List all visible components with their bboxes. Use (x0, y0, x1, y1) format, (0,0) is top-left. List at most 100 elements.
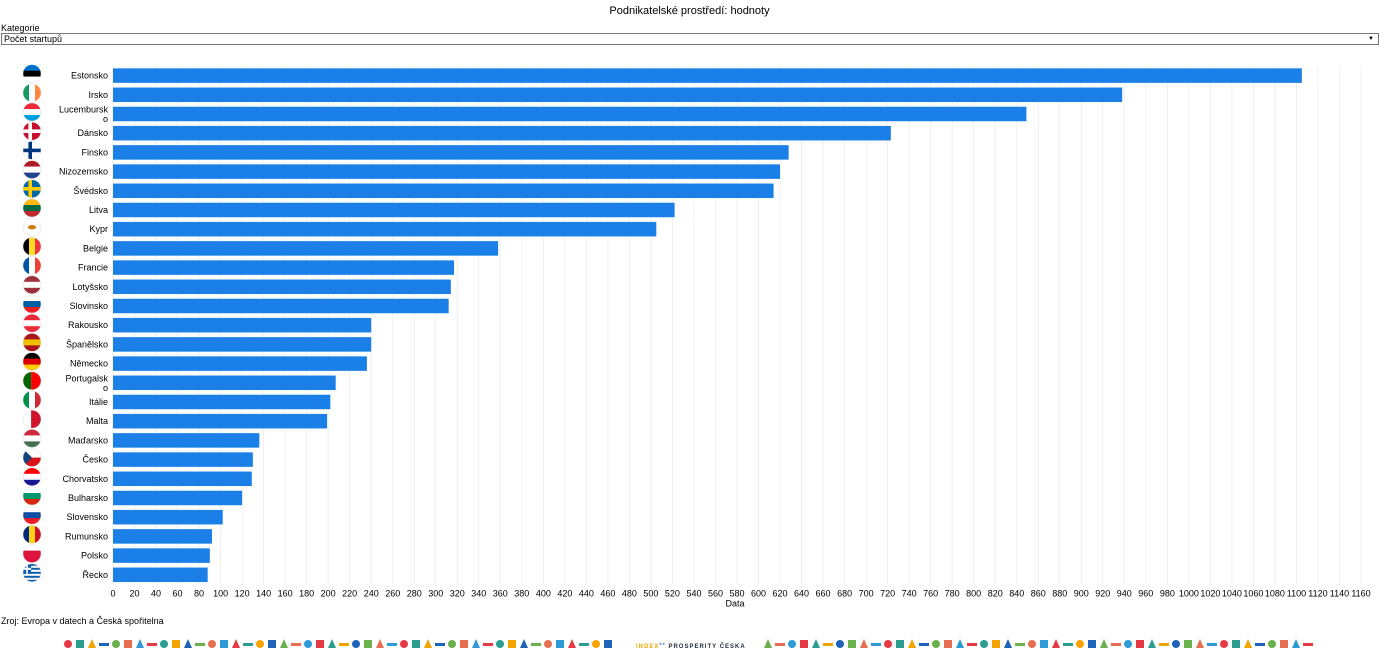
flag-ie-icon (23, 83, 41, 102)
x-tick-label: 920 (1095, 588, 1110, 598)
category-label: Lucembursk o (59, 105, 109, 125)
footer-ornament-icon (800, 640, 808, 648)
footer-ornament-icon (1244, 639, 1252, 648)
footer-ornament-icon (268, 640, 276, 648)
footer-ornament-icon (339, 643, 349, 646)
footer-ornament-icon (1184, 640, 1192, 648)
flag-hr-icon (23, 467, 41, 486)
bar-hu[interactable] (113, 433, 260, 448)
footer-ornament-icon (812, 639, 820, 648)
bar-gr[interactable] (113, 567, 208, 583)
footer-ornament-icon (1232, 640, 1240, 648)
bar-cz[interactable] (113, 452, 253, 467)
footer-ornament-icon (1088, 640, 1096, 648)
bar-fr[interactable] (113, 260, 455, 275)
x-tick-label: 460 (600, 588, 615, 598)
footer-ornament-icon (412, 640, 420, 648)
flag-lt-icon (23, 199, 41, 217)
x-tick-label: 40 (151, 588, 161, 598)
x-tick-label: 420 (557, 588, 572, 598)
footer-ornament-icon (1063, 643, 1073, 646)
bar-pt[interactable] (113, 375, 336, 391)
category-label: Dánsko (77, 128, 108, 138)
bar-es[interactable] (113, 337, 372, 352)
bar-it[interactable] (113, 394, 331, 410)
footer-ornament-icon (860, 639, 868, 648)
bar-fi[interactable] (113, 145, 789, 160)
x-tick-label: 60 (173, 588, 183, 598)
bar-mt[interactable] (113, 413, 328, 429)
footer-ornament-icon (160, 640, 168, 648)
footer-ornament-icon (1028, 640, 1036, 648)
x-tick-label: 840 (1009, 588, 1024, 598)
flag-pl-icon (23, 544, 41, 563)
x-tick-label: 140 (256, 588, 271, 598)
bar-lu[interactable] (113, 106, 1027, 122)
bar-lv[interactable] (113, 279, 451, 295)
footer-ornament-icon (387, 643, 397, 646)
category-select-value: Počet startupů (4, 34, 63, 44)
x-tick-label: 280 (407, 588, 422, 598)
footer-ornament-icon (195, 643, 205, 646)
category-label: Itálie (89, 397, 108, 407)
category-label: Francie (78, 263, 108, 273)
footer-ornament-icon (919, 643, 929, 646)
footer-ornament-icon (220, 640, 228, 648)
x-tick-label: 80 (194, 588, 204, 598)
bar-nl[interactable] (113, 164, 781, 179)
bar-bg[interactable] (113, 490, 243, 506)
footer-ornament-icon (124, 640, 132, 648)
x-tick-label: 800 (966, 588, 981, 598)
bar-at[interactable] (113, 317, 372, 333)
brand-prosperity: PROSPERITY (668, 644, 718, 650)
flag-pt-icon (23, 371, 41, 390)
bar-pl[interactable] (113, 548, 210, 563)
category-label: Kypr (89, 224, 108, 234)
footer-ornament-icon (1172, 640, 1180, 648)
bar-ee[interactable] (113, 68, 1302, 83)
footer-ornament-icon (1040, 640, 1048, 648)
footer-ornament-icon (871, 643, 881, 646)
flag-fi-icon (23, 141, 41, 160)
x-tick-label: 240 (364, 588, 379, 598)
bar-lt[interactable] (113, 202, 675, 218)
x-tick-label: 100 (213, 588, 228, 598)
bar-be[interactable] (113, 241, 499, 256)
source-note: Zroj: Evropa v datech a Česká spořitelna (1, 616, 164, 626)
footer-ornament-icon (1124, 640, 1132, 648)
footer-ornament-icon (520, 639, 528, 648)
category-select[interactable]: Počet startupů ▼ (1, 33, 1379, 45)
footer-ornament-icon (1004, 639, 1012, 648)
footer-ornament-icon (1303, 643, 1313, 646)
footer-ornament-icon (1111, 643, 1121, 646)
footer-ornament-icon (291, 643, 301, 646)
footer-ornament-icon (64, 640, 72, 648)
footer-ornament-icon (544, 640, 552, 648)
footer-ornament-icon (376, 639, 384, 648)
category-label: Slovensko (66, 512, 108, 522)
flag-lv-icon (23, 275, 41, 294)
footer-ornament-icon (992, 640, 1000, 648)
category-label: Litva (89, 205, 108, 215)
bar-ie[interactable] (113, 87, 1123, 103)
footer-ornament-icon (136, 639, 144, 648)
bar-dk[interactable] (113, 125, 891, 141)
bar-cy[interactable] (113, 221, 657, 237)
x-tick-label: 580 (729, 588, 744, 598)
bar-de[interactable] (113, 356, 367, 371)
brand-index: INDEX (636, 644, 660, 650)
bar-si[interactable] (113, 298, 449, 314)
bar-sk[interactable] (113, 509, 223, 525)
x-tick-label: 1000 (1179, 588, 1199, 598)
category-label: Slovinsko (69, 301, 108, 311)
x-tick-label: 440 (579, 588, 594, 598)
footer-ornament-icon (848, 640, 856, 648)
bar-ro[interactable] (113, 529, 212, 544)
footer-ornament-icon (508, 640, 516, 648)
x-tick-label: 640 (794, 588, 809, 598)
bar-se[interactable] (113, 183, 774, 199)
x-tick-label: 380 (514, 588, 529, 598)
footer-ornament-icon (592, 640, 600, 648)
bar-hr[interactable] (113, 471, 252, 487)
footer-ornament-icon (1268, 640, 1276, 648)
